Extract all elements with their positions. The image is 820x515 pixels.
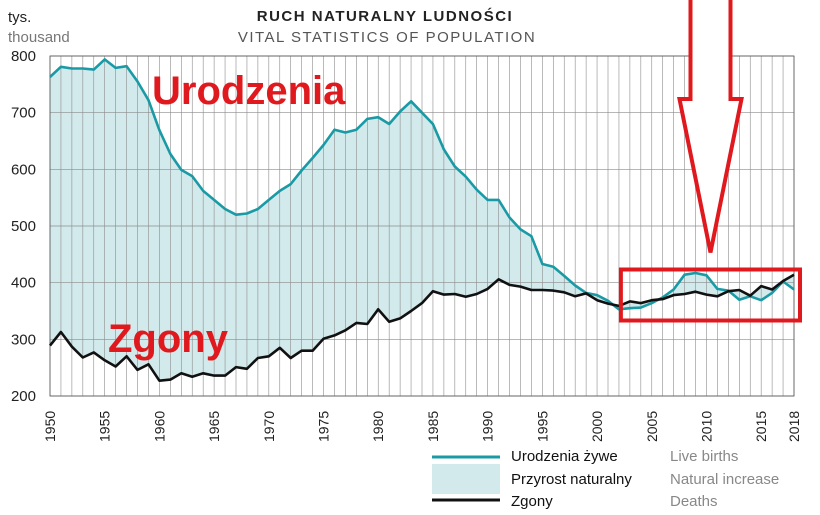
x-tick-label: 1960 [151, 411, 167, 442]
series-line-deaths [48, 273, 795, 383]
plot-frame [49, 55, 795, 397]
x-tick-label: 1950 [42, 411, 58, 442]
unit-label-en: thousand [8, 29, 70, 46]
y-axis: 800 700 600 500 400 300 200 [11, 48, 36, 405]
x-tick-label: 2000 [589, 411, 605, 442]
legend-label-deaths: Zgony [511, 493, 553, 510]
legend-label-natural-increase: Przyrost naturalny [511, 471, 632, 488]
y-tick-label: 700 [11, 105, 36, 122]
unit-label-pl: tys. [8, 9, 31, 26]
x-axis: 1950 1955 1960 1965 1970 1975 1980 1985 1990 1995… [42, 411, 802, 442]
y-tick-label: 500 [11, 218, 36, 235]
x-tick-label: 2015 [753, 411, 769, 442]
x-tick-label: 2005 [644, 411, 660, 442]
legend-swatch-natural-increase [432, 464, 500, 494]
x-tick-label: 1995 [534, 411, 550, 442]
x-tick-label: 1985 [425, 411, 441, 442]
x-tick-label: 1965 [206, 411, 222, 442]
births-annotation: Urodzenia [152, 69, 346, 113]
y-tick-label: 600 [11, 161, 36, 178]
chart-subtitle: VITAL STATISTICS OF POPULATION [238, 29, 536, 46]
legend-label-deaths-en: Deaths [670, 493, 718, 510]
y-tick-label: 400 [11, 275, 36, 292]
down-arrow-icon [677, 0, 744, 253]
chart-title: RUCH NATURALNY LUDNOŚCI [257, 7, 513, 25]
y-tick-label: 300 [11, 331, 36, 348]
highlight-box [618, 267, 802, 323]
grid [49, 55, 795, 397]
x-tick-label: 1975 [316, 411, 332, 442]
y-tick-label: 200 [11, 388, 36, 405]
y-tick-label: 800 [11, 48, 36, 65]
x-tick-label: 1980 [370, 411, 386, 442]
legend: Urodzenia żywe Przyrost naturalny Zgony … [432, 448, 779, 510]
legend-label-live-births-en: Live births [670, 448, 738, 465]
series-line-live-births [49, 58, 795, 311]
x-tick-label: 2018 [786, 411, 802, 442]
x-tick-label: 1970 [261, 411, 277, 442]
deaths-annotation: Zgony [108, 317, 229, 361]
legend-label-live-births: Urodzenia żywe [511, 448, 618, 465]
x-tick-label: 2010 [698, 411, 714, 442]
legend-label-natural-increase-en: Natural increase [670, 471, 779, 488]
x-tick-label: 1990 [480, 411, 496, 442]
x-tick-label: 1955 [97, 411, 113, 442]
